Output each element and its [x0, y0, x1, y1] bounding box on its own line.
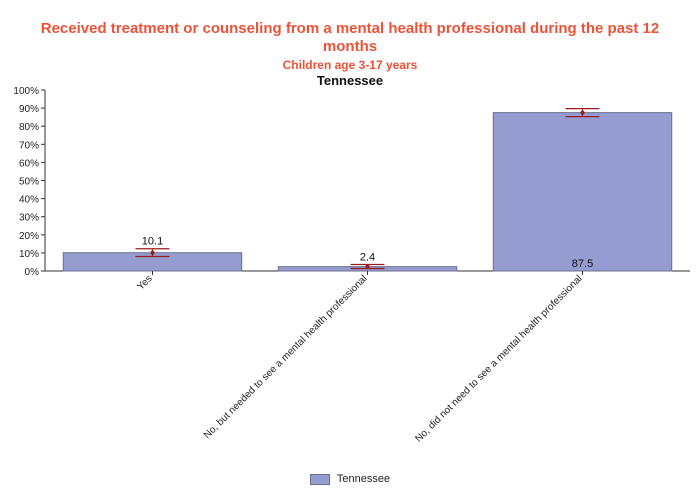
- x-tick-label: Yes: [135, 273, 154, 292]
- y-tick-label: 50%: [19, 177, 39, 188]
- point-marker: [365, 264, 370, 269]
- legend-label: Tennessee: [336, 473, 391, 486]
- chart-group-label: Tennessee: [316, 73, 384, 88]
- y-tick-label: 80%: [19, 122, 39, 133]
- y-tick-label: 30%: [19, 213, 39, 224]
- x-tick-label: No, did not need to see a mental health …: [413, 273, 584, 444]
- y-tick-label: 40%: [19, 195, 39, 206]
- point-marker: [150, 250, 155, 255]
- y-tick-label: 0%: [25, 267, 40, 278]
- data-label: 10.1: [142, 236, 163, 248]
- bar: [492, 112, 673, 272]
- legend: Tennessee: [0, 473, 700, 485]
- chart-title: Received treatment or counseling from a …: [40, 20, 660, 55]
- y-tick-label: 10%: [19, 249, 39, 260]
- y-tick-label: 100%: [13, 86, 39, 97]
- y-tick-label: 60%: [19, 158, 39, 169]
- x-tick-label: No, but needed to see a mental health pr…: [202, 273, 370, 441]
- legend-swatch: [309, 473, 330, 485]
- data-label: 2.4: [360, 251, 375, 263]
- y-tick-label: 20%: [19, 231, 39, 242]
- y-tick-label: 70%: [19, 140, 39, 151]
- y-tick-label: 90%: [19, 104, 39, 115]
- chart-titles: Received treatment or counseling from a …: [0, 0, 700, 88]
- data-label: 87.5: [572, 258, 593, 270]
- point-marker: [580, 110, 585, 115]
- chart-subtitle: Children age 3-17 years: [282, 58, 418, 72]
